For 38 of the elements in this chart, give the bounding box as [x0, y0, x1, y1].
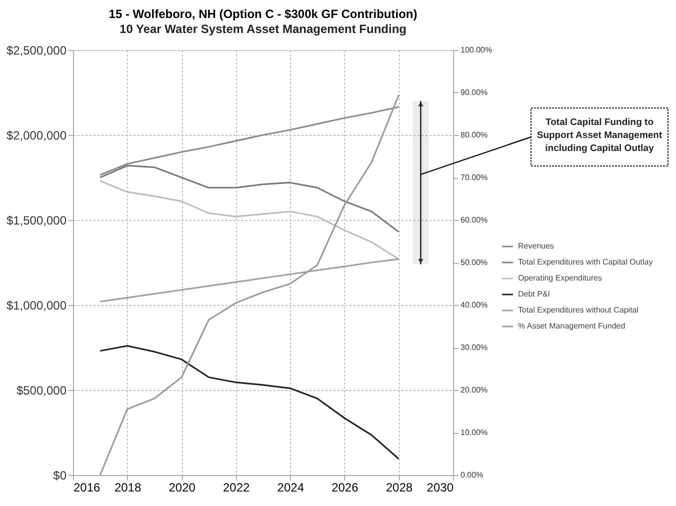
y2-tick-label: 100.00% — [460, 46, 492, 54]
y-tick-label: $1,000,000 — [6, 298, 67, 312]
x-tick-label: 2022 — [223, 480, 250, 494]
legend-label: Total Expenditures without Capital — [518, 306, 639, 314]
y2-tick-label: 50.00% — [460, 258, 488, 267]
y2-tick-label: 40.00% — [460, 300, 488, 310]
y2-tick-label: 0.00% — [460, 470, 484, 480]
legend-label: Debt P&I — [518, 290, 550, 298]
line-series — [99, 164, 400, 233]
x-tick-label: 2018 — [114, 480, 142, 494]
chart-subtitle: 10 Year Water System Asset Management Funding — [120, 22, 406, 36]
y-tick-label: $0 — [53, 468, 67, 482]
x-tick-label: 2026 — [332, 480, 359, 494]
x-tick-label: 2016 — [74, 480, 101, 494]
line-series — [99, 345, 400, 460]
legend-label: % Asset Management Funded — [518, 322, 626, 330]
y2-tick-label: 70.00% — [460, 173, 488, 182]
y-tick-label: $2,000,000 — [6, 128, 67, 142]
x-tick-label: 2028 — [386, 480, 413, 494]
chart-title: 15 - Wolfeboro, NH (Option C - $300k GF Contribution) — [108, 7, 418, 21]
x-tick-label: 2030 — [426, 480, 454, 494]
y-tick-label: $500,000 — [16, 384, 67, 398]
y2-tick-label: 90.00% — [460, 88, 488, 97]
band-label: Total Capital Funding to Support Asset Management including Capital Outlay — [536, 117, 663, 154]
legend-label: Total Expenditures with Capital Outlay — [518, 258, 653, 266]
y2-tick-label: 80.00% — [460, 130, 488, 140]
x-tick-label: 2020 — [168, 480, 196, 494]
y2-tick-label: 20.00% — [460, 386, 488, 394]
y-tick-label: $2,500,000 — [6, 44, 67, 58]
legend-label: Revenues — [518, 242, 554, 250]
line-series — [99, 94, 400, 476]
y-tick-label: $1,500,000 — [6, 214, 67, 228]
legend-label: Operating Expenditures — [518, 274, 602, 282]
y2-tick-label: 30.00% — [460, 343, 488, 352]
x-tick-label: 2024 — [277, 480, 304, 494]
y2-tick-label: 60.00% — [460, 216, 488, 224]
line-series — [99, 106, 400, 176]
y2-tick-label: 10.00% — [460, 428, 488, 437]
